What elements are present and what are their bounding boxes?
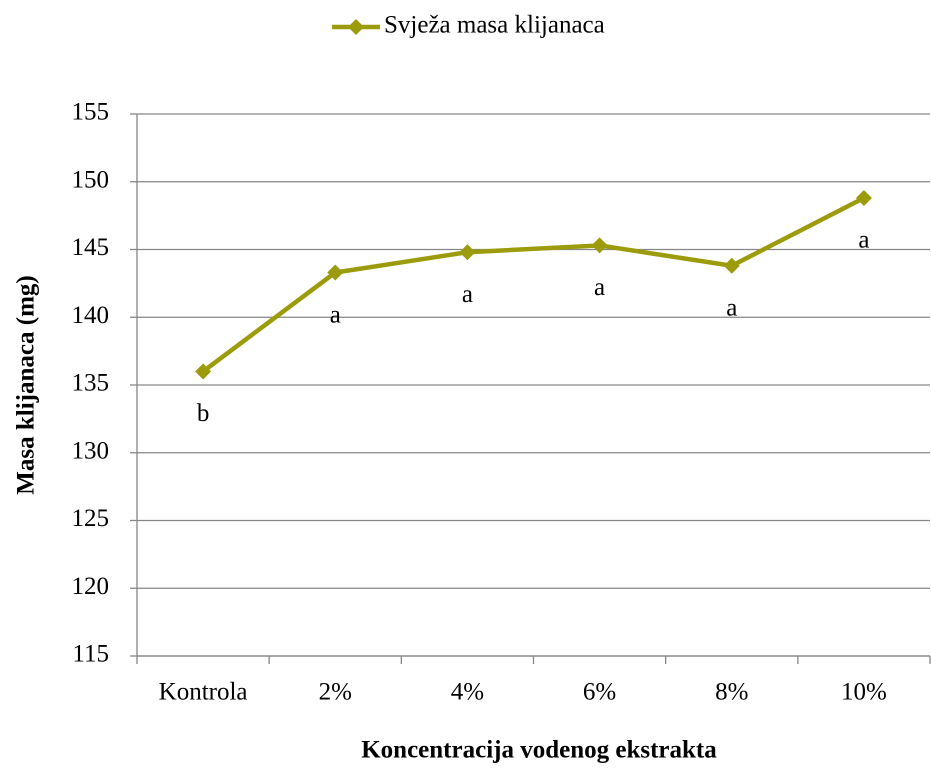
y-tick-label: 145 — [72, 234, 110, 261]
marker — [591, 237, 608, 254]
annotation: a — [726, 294, 737, 321]
marker — [195, 363, 212, 380]
marker — [327, 264, 344, 281]
x-axis-label: Koncentracija vodenog ekstrakta — [361, 737, 717, 764]
y-tick-label: 140 — [72, 302, 110, 329]
y-axis-label: Masa klijanaca (mg) — [13, 275, 40, 494]
annotation: a — [594, 274, 605, 301]
annotation: a — [330, 301, 341, 328]
y-tick-label: 155 — [72, 99, 110, 126]
x-tick-label: 6% — [583, 679, 616, 706]
x-tick-label: 2% — [319, 679, 352, 706]
x-tick-label: 10% — [841, 679, 887, 706]
annotation: b — [197, 400, 210, 427]
annotation: a — [858, 227, 869, 254]
x-tick-label: 8% — [715, 679, 748, 706]
marker — [459, 244, 476, 261]
series-line — [201, 196, 865, 374]
legend-label: Svježa masa klijanaca — [384, 12, 605, 39]
y-tick-label: 135 — [72, 370, 110, 397]
y-tick-label: 130 — [72, 437, 110, 464]
y-tick-label: 150 — [72, 166, 110, 193]
x-tick-label: 4% — [451, 679, 484, 706]
marker — [723, 257, 740, 274]
x-tick-label: Kontrola — [159, 679, 248, 706]
annotation: a — [462, 281, 473, 308]
y-tick-label: 115 — [72, 641, 109, 668]
legend-marker — [348, 19, 364, 35]
marker — [855, 190, 872, 207]
y-tick-label: 120 — [72, 573, 110, 600]
y-tick-label: 125 — [72, 505, 110, 532]
